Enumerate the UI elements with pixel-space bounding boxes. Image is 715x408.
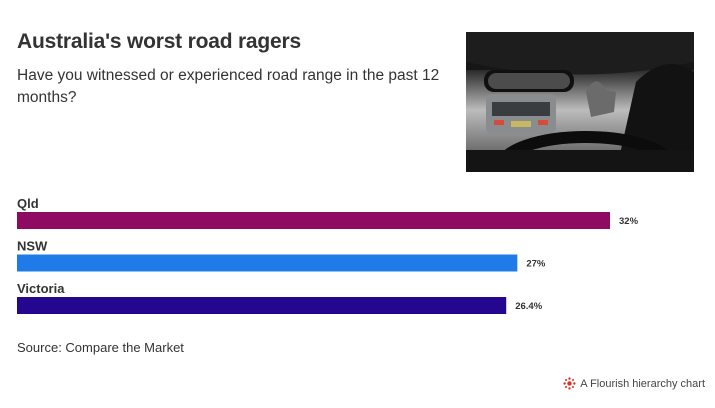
bar-chart: Qld 32% NSW 27% Victoria 26.4% xyxy=(17,196,639,314)
bar[interactable] xyxy=(17,254,518,272)
flourish-logo-icon xyxy=(563,377,576,390)
category-label: NSW xyxy=(17,239,48,254)
value-label: 27% xyxy=(526,259,546,270)
source-note: Source: Compare the Market xyxy=(17,340,184,355)
flourish-credit-link[interactable]: A Flourish hierarchy chart xyxy=(563,377,705,390)
value-label: 32% xyxy=(619,216,639,227)
category-label: Qld xyxy=(17,196,39,211)
bar[interactable] xyxy=(17,212,610,229)
credit-text: A Flourish hierarchy chart xyxy=(580,377,705,390)
value-label: 26.4% xyxy=(515,301,542,312)
chart-title: Australia's worst road ragers xyxy=(17,30,301,53)
bar[interactable] xyxy=(17,297,507,314)
chart-subtitle: Have you witnessed or experienced road r… xyxy=(17,67,440,106)
car-interior-photo xyxy=(466,32,694,172)
photo-illustration xyxy=(466,32,694,172)
category-label: Victoria xyxy=(17,281,65,296)
